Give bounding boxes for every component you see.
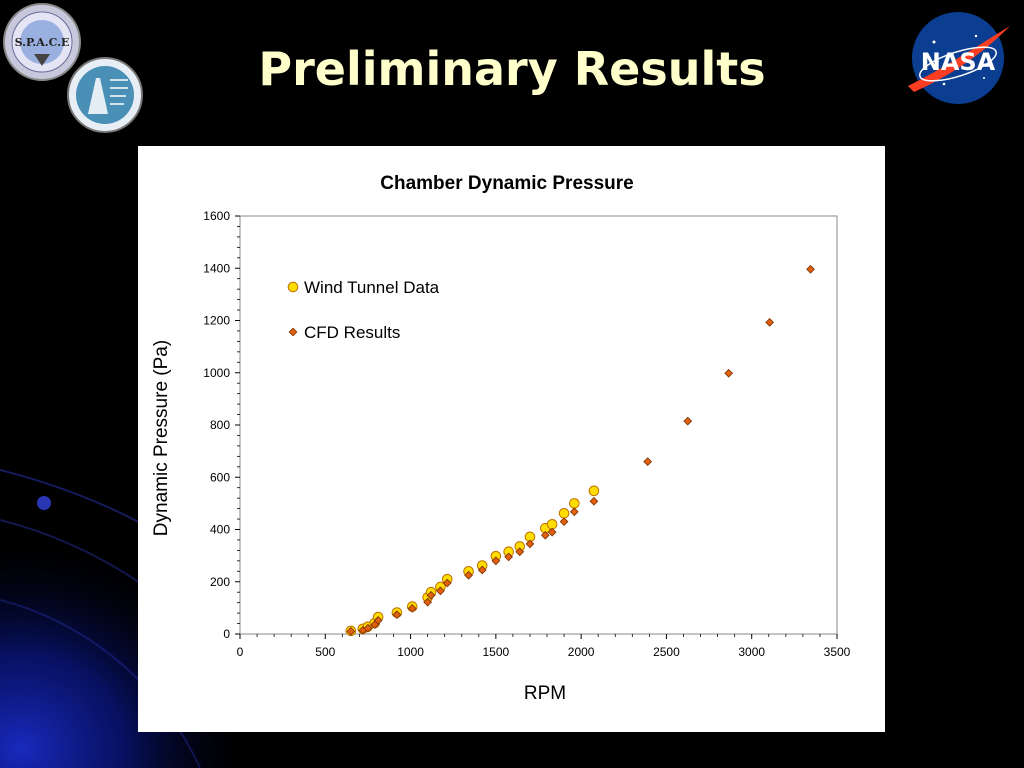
cfd-point xyxy=(477,565,487,575)
wind-tunnel-point xyxy=(546,518,558,530)
y-tick-label: 1200 xyxy=(203,314,230,328)
cfd-point xyxy=(547,527,557,537)
x-tick-label: 1500 xyxy=(483,645,510,659)
y-tick-label: 1600 xyxy=(203,209,230,223)
cfd-point xyxy=(392,610,402,620)
y-tick-label: 400 xyxy=(210,523,230,537)
cfd-point xyxy=(373,616,383,625)
cfd-point xyxy=(346,627,356,636)
x-axis-label: RPM xyxy=(524,683,566,704)
cfd-point xyxy=(525,539,535,549)
wind-tunnel-series xyxy=(345,485,600,637)
cfd-point xyxy=(426,590,436,600)
y-tick-label: 600 xyxy=(210,470,230,484)
chart-panel: Chamber Dynamic Pressure 0 500 1000 1500 200… xyxy=(138,146,885,732)
space-badge-logo: S.P.A.C.E xyxy=(3,3,81,81)
x-tick-label: 500 xyxy=(315,645,335,659)
slide-title: Preliminary Results xyxy=(258,42,766,96)
cfd-point xyxy=(806,264,815,274)
cfd-point xyxy=(589,496,599,506)
y-tick-label: 0 xyxy=(223,627,230,641)
cfd-point xyxy=(569,507,579,517)
cfd-point xyxy=(540,530,550,540)
cfd-point xyxy=(442,578,452,588)
y-axis-label: Dynamic Pressure (Pa) xyxy=(151,340,172,536)
cfd-point xyxy=(407,604,417,613)
x-tick-label: 2000 xyxy=(568,645,595,659)
y-tick-label: 1000 xyxy=(203,366,230,380)
nasa-logo-text: NASA xyxy=(921,48,996,76)
x-tick-label: 3500 xyxy=(824,645,851,659)
x-tick-label: 2500 xyxy=(653,645,680,659)
cfd-point xyxy=(515,547,525,557)
cfd-point xyxy=(504,552,514,562)
cfd-point xyxy=(559,517,569,527)
wind-tunnel-point xyxy=(569,498,580,509)
scatter-chart: Chamber Dynamic Pressure 0 500 1000 1500 200… xyxy=(151,173,851,704)
cfd-point xyxy=(423,597,432,607)
cfd-point xyxy=(683,416,693,426)
cfd-point xyxy=(491,556,501,566)
space-badge-text: S.P.A.C.E xyxy=(15,36,70,49)
x-tick-label: 1000 xyxy=(397,645,424,659)
institution-emblem-logo xyxy=(67,57,143,133)
legend-label: Wind Tunnel Data xyxy=(304,278,440,297)
legend: Wind Tunnel Data CFD Results xyxy=(287,278,440,342)
cfd-point xyxy=(643,457,653,466)
y-tick-label: 1400 xyxy=(203,261,230,275)
cfd-point xyxy=(436,586,445,596)
cfd-point xyxy=(363,623,373,633)
legend-label: CFD Results xyxy=(304,323,400,342)
wind-tunnel-point xyxy=(588,485,600,497)
y-tick-label: 200 xyxy=(210,575,230,589)
x-tick-label: 3000 xyxy=(738,645,765,659)
legend-marker-wind-tunnel xyxy=(287,281,299,293)
legend-marker-cfd xyxy=(288,327,298,337)
cfd-point xyxy=(765,317,774,327)
cfd-point xyxy=(724,368,734,378)
wind-tunnel-point xyxy=(558,508,570,519)
y-tick-label: 800 xyxy=(210,418,230,432)
cfd-point xyxy=(464,570,473,580)
chart-title: Chamber Dynamic Pressure xyxy=(380,173,633,194)
x-tick-label: 0 xyxy=(237,645,244,659)
cfd-series xyxy=(346,264,815,636)
nasa-logo: NASA xyxy=(908,12,1010,104)
